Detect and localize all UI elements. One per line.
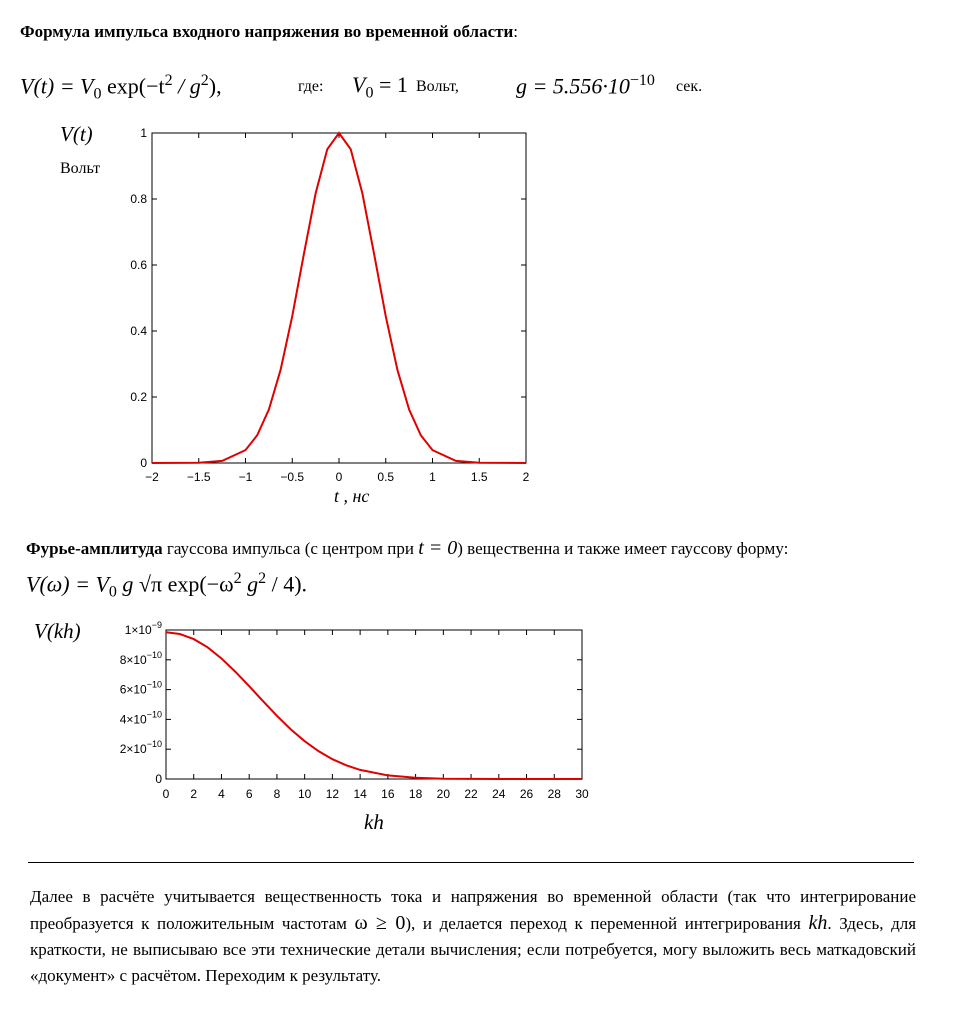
chart1-yunit: Вольт [60, 160, 101, 177]
section-heading-time-domain: Формула импульса входного напряжения во … [20, 22, 518, 42]
formula-end: ), [208, 73, 222, 99]
x-tick-label: 18 [409, 787, 423, 801]
heading-bold: Формула импульса входного напряжения во … [20, 22, 514, 41]
formula-lhs: V(t) = V [20, 73, 94, 99]
y-tick-label: 4×10−10 [120, 709, 162, 726]
formula-expr: / g [172, 73, 201, 99]
explanation-paragraph: Далее в расчёте учитывается вещественнос… [30, 884, 916, 989]
chart1-xlabel: t , нс [334, 486, 370, 506]
x-tick-label: 1 [429, 470, 436, 484]
gaussian-pulse-chart: −2 −1.5 −1 −0.5 0 0.5 1 1.5 2 0 0.2 0.4 0.6 0.8 1 [130, 126, 530, 484]
y-tick-label: 1 [140, 126, 147, 140]
x-tick-label: −0.5 [280, 470, 304, 484]
g-value: g = 5.556·10 [516, 73, 630, 99]
x-tick-label: 1.5 [471, 470, 488, 484]
subscript: 0 [108, 583, 117, 601]
formula-expr: exp(−ω [162, 571, 234, 597]
x-tick-label: 26 [520, 787, 534, 801]
y-tick-label: 0 [155, 772, 162, 786]
g-definition: g = 5.556·10−10 [516, 72, 655, 99]
x-tick-label: 2 [523, 470, 530, 484]
x-tick-label: 2 [190, 787, 197, 801]
superscript: 2 [258, 570, 267, 587]
y-tick-label: 0.6 [130, 258, 147, 272]
heading-condition: t = 0 [418, 537, 458, 559]
v0-definition: V0 = 1 [352, 72, 408, 102]
x-tick-label: 0 [336, 470, 343, 484]
x-tick-label: −1.5 [187, 470, 211, 484]
superscript: −10 [629, 72, 655, 89]
formula-lhs: V(ω) = V [26, 571, 109, 597]
chart2-ylabel: V(kh) [34, 619, 81, 643]
heading-text: гауссова импульса (с центром при [162, 539, 419, 558]
superscript: 2 [164, 72, 173, 89]
paragraph-condition: ω ≥ 0 [354, 912, 406, 934]
superscript: 2 [233, 570, 242, 587]
plot-frame [165, 629, 583, 780]
y-tick-label: 8×10−10 [120, 650, 162, 667]
paragraph-text: . Здесь, для краткости, не выписываю все… [30, 914, 917, 985]
x-tick-label: 20 [437, 787, 451, 801]
chart1-ylabel: V(t) [60, 122, 93, 146]
x-tick-label: 22 [464, 787, 478, 801]
formula-g: g [116, 571, 139, 597]
x-tick-label: 4 [218, 787, 225, 801]
v0-value: = 1 [373, 72, 408, 97]
fourier-amplitude-chart: 0 2 4 6 8 10 12 14 16 18 20 22 24 26 28 3002×10−104×10−… [120, 620, 589, 801]
sqrt-pi: √π [138, 571, 163, 597]
x-tick-label: 14 [353, 787, 367, 801]
paragraph-text: ), и делается переход к переменной интег… [405, 914, 809, 933]
subscript: 0 [93, 85, 102, 103]
formula-fourier: V(ω) = V0 g √π exp(−ω2 g2 / 4). [26, 570, 307, 602]
y-tick-label: 2×10−10 [120, 739, 162, 756]
x-tick-label: 0.5 [377, 470, 394, 484]
x-tick-label: 12 [326, 787, 340, 801]
x-tick-label: 16 [381, 787, 395, 801]
x-tick-label: 24 [492, 787, 506, 801]
divider [28, 862, 914, 863]
g-unit: сек. [676, 78, 703, 95]
x-tick-label: 30 [575, 787, 589, 801]
superscript: 2 [200, 72, 209, 89]
y-tick-label: 0.4 [130, 324, 147, 338]
formula-end: / 4). [266, 571, 308, 597]
section-heading-fourier: Фурье-амплитуда гауссова импульса (с цен… [26, 537, 788, 560]
chart2-xlabel: kh [364, 810, 384, 834]
formula-time-domain: V(t) = V0 exp(−t2 / g2), [20, 72, 222, 104]
x-tick-label: 6 [246, 787, 253, 801]
x-tick-label: 8 [274, 787, 281, 801]
series-line [165, 631, 582, 780]
heading-tail: ) вещественна и также имеет гауссову фор… [457, 539, 789, 558]
subscript: 0 [365, 84, 374, 102]
x-tick-label: 28 [548, 787, 562, 801]
x-tick-label: −2 [145, 470, 159, 484]
v0-symbol: V [352, 72, 366, 97]
formula-g: g [241, 571, 259, 597]
heading-tail: : [513, 22, 518, 41]
paragraph-text: Далее в расчёте учитывается вещественнос… [30, 887, 916, 933]
series-line [151, 131, 527, 464]
heading-bold: Фурье-амплитуда [26, 539, 163, 558]
plot-frame [151, 132, 527, 464]
paragraph-variable: kh [808, 912, 828, 934]
v0-unit: Вольт, [416, 78, 459, 95]
x-tick-label: −1 [239, 470, 253, 484]
x-tick-label: 0 [163, 787, 170, 801]
x-tick-label: 10 [298, 787, 312, 801]
y-tick-label: 6×10−10 [120, 680, 162, 697]
y-tick-label: 0.8 [130, 192, 147, 206]
formula-expr: exp(−t [101, 73, 165, 99]
y-tick-label: 1×10−9 [125, 620, 162, 637]
y-tick-label: 0 [140, 456, 147, 470]
where-label: где: [298, 78, 324, 95]
y-tick-label: 0.2 [130, 390, 147, 404]
